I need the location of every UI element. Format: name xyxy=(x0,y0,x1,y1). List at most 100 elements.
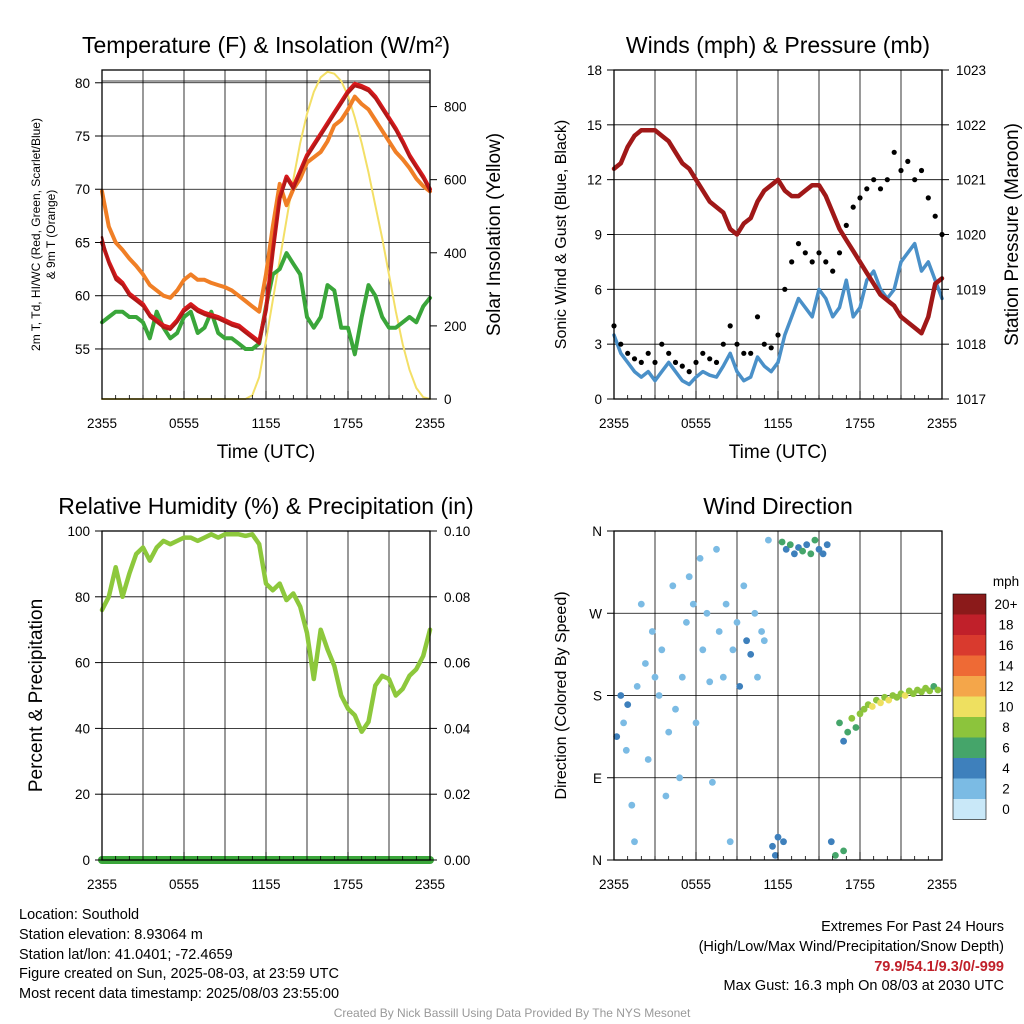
colorbar-label: 6 xyxy=(1002,741,1010,756)
direction-point xyxy=(729,646,737,654)
direction-point xyxy=(669,582,677,590)
y-tick-label: 75 xyxy=(75,129,90,144)
direction-point xyxy=(868,703,876,710)
direction-point xyxy=(751,609,759,617)
gust-point xyxy=(672,359,679,365)
gust-point xyxy=(727,323,733,329)
y-right-tick-label: 1021 xyxy=(956,173,986,188)
direction-point xyxy=(676,774,683,782)
gust-point xyxy=(836,250,843,256)
direction-point xyxy=(696,555,704,562)
direction-point xyxy=(713,545,720,553)
y-right-tick-label: 1018 xyxy=(956,337,986,352)
direction-point xyxy=(726,838,734,846)
most-recent-timestamp: Most recent data timestamp: 2025/08/03 2… xyxy=(19,986,340,1003)
gust-point xyxy=(768,345,774,351)
direction-point xyxy=(807,550,815,558)
y-tick-label: 0 xyxy=(594,392,602,407)
x-tick-label: 1155 xyxy=(763,877,792,892)
y-tick-label: 100 xyxy=(67,524,90,539)
colorbar-swatch xyxy=(953,778,986,799)
direction-point xyxy=(743,637,750,645)
x-tick-label: 1755 xyxy=(333,416,363,431)
direction-point xyxy=(622,746,630,754)
direction-point xyxy=(633,683,641,690)
colorbar-swatch xyxy=(953,594,986,615)
colorbar-label: 18 xyxy=(998,618,1013,633)
gust-point xyxy=(748,350,754,356)
direction-point xyxy=(665,728,673,736)
y-right-tick-label: 0.00 xyxy=(444,853,470,868)
y-right-tick-label: 1023 xyxy=(956,63,986,78)
gust-point xyxy=(912,177,918,183)
x-tick-label: 1755 xyxy=(845,877,875,892)
gust-point xyxy=(884,177,890,183)
direction-point xyxy=(692,719,700,727)
gust-point xyxy=(850,204,856,210)
gust-point xyxy=(754,314,761,320)
y-right-tick-label: 1019 xyxy=(956,282,986,297)
y-tick-label: W xyxy=(589,606,602,621)
gust-point xyxy=(918,167,925,174)
direction-point xyxy=(926,687,934,695)
colorbar-frame xyxy=(952,593,987,820)
chart-title: Temperature (F) & Insolation (W/m²) xyxy=(82,32,450,58)
direction-point xyxy=(815,545,823,553)
direction-point xyxy=(885,696,893,704)
y-tick-label: 0 xyxy=(82,853,90,868)
direction-point xyxy=(620,719,627,727)
y-tick-label: E xyxy=(593,771,602,786)
y-right-tick-label: 800 xyxy=(444,100,467,115)
gust-point xyxy=(864,186,870,192)
x-tick-label: 2355 xyxy=(599,416,629,431)
direction-point xyxy=(740,582,748,590)
direction-point xyxy=(819,550,827,558)
colorbar-label: 12 xyxy=(998,679,1013,694)
colorbar-label: 0 xyxy=(1002,802,1010,817)
x-tick-label: 0555 xyxy=(169,416,199,431)
colorbar-label: 16 xyxy=(998,638,1013,653)
direction-point xyxy=(624,701,632,708)
direction-point xyxy=(747,651,755,658)
y-tick-label: 65 xyxy=(75,235,90,250)
gust-point xyxy=(932,213,938,219)
x-tick-label: 2355 xyxy=(927,877,957,892)
gust-point xyxy=(877,186,884,192)
gust-point xyxy=(734,341,740,347)
gust-point xyxy=(782,286,788,292)
direction-point xyxy=(613,733,621,740)
direction-point xyxy=(719,673,727,681)
gust-point xyxy=(700,350,706,356)
direction-point xyxy=(844,728,852,736)
figure-created: Figure created on Sun, 2025-08-03, at 23… xyxy=(19,966,339,983)
direction-point xyxy=(803,541,811,549)
series-temp-9m xyxy=(100,94,432,314)
gust-point xyxy=(871,177,877,183)
x-tick-label: 2355 xyxy=(415,877,445,892)
y-right-tick-label: 1017 xyxy=(956,392,986,407)
direction-point xyxy=(860,705,868,713)
temperature-panel: 2355 0555 1155 1755 235555606570758002004006… xyxy=(29,32,505,463)
y-axis-label: Percent & Precipitation xyxy=(26,599,47,792)
colorbar-unit: mph xyxy=(993,574,1019,589)
humidity-panel: 2355 0555 1155 1755 2355 0 20 40 60 80 100 0.00 0.02… xyxy=(26,493,474,892)
colorbar-label: 20+ xyxy=(995,597,1018,612)
y-tick-label: 80 xyxy=(75,76,90,91)
gust-point xyxy=(713,359,720,365)
y-tick-label: 70 xyxy=(75,182,90,197)
y-tick-label: N xyxy=(592,853,602,868)
gust-point xyxy=(843,222,849,228)
gust-point xyxy=(809,259,815,265)
y-tick-label: 15 xyxy=(587,118,602,133)
y-right-tick-label: 1022 xyxy=(956,118,986,133)
gust-point xyxy=(686,369,692,375)
x-tick-label: 2355 xyxy=(87,877,117,892)
extremes-summary: Extremes For Past 24 Hours (High/Low/Max… xyxy=(699,918,1004,997)
direction-point xyxy=(877,699,884,707)
y-axis-label-line1: 2m T, Td, HI/WC (Red, Green, Scarlet/Blu… xyxy=(29,118,43,351)
direction-point xyxy=(722,600,730,608)
direction-point xyxy=(823,541,831,549)
direction-point xyxy=(780,838,787,846)
direction-point xyxy=(658,646,666,654)
x-tick-label: 1155 xyxy=(251,416,280,431)
